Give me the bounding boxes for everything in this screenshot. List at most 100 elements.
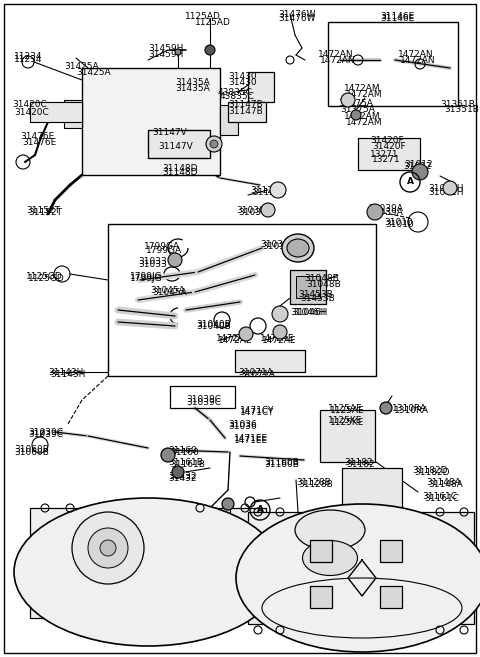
Bar xyxy=(148,130,210,158)
Text: 1125AE: 1125AE xyxy=(328,404,362,413)
Text: 1125AD: 1125AD xyxy=(185,12,221,21)
Text: 31351B: 31351B xyxy=(440,100,475,109)
Text: 31152T: 31152T xyxy=(28,208,62,217)
Text: 31143H: 31143H xyxy=(50,370,85,379)
Text: 31039C: 31039C xyxy=(186,395,221,404)
Text: 31432: 31432 xyxy=(168,472,196,481)
Text: 43835C: 43835C xyxy=(220,92,255,101)
Text: 31420C: 31420C xyxy=(12,100,47,109)
Text: 31476W: 31476W xyxy=(278,10,315,19)
Ellipse shape xyxy=(236,504,480,652)
Text: 31476E: 31476E xyxy=(20,132,54,141)
Text: 31160: 31160 xyxy=(170,448,199,457)
Text: 31182: 31182 xyxy=(344,458,372,467)
Text: 31160B: 31160B xyxy=(264,458,299,467)
Text: 31182D: 31182D xyxy=(414,468,449,477)
Text: 1125KE: 1125KE xyxy=(328,416,362,425)
Text: 31147B: 31147B xyxy=(228,100,263,109)
Text: 1472AN: 1472AN xyxy=(320,56,356,65)
Bar xyxy=(290,270,326,304)
Bar xyxy=(328,22,458,106)
Bar xyxy=(380,540,402,562)
Text: 31160B: 31160B xyxy=(264,460,299,469)
Circle shape xyxy=(206,136,222,152)
Circle shape xyxy=(341,93,355,107)
Text: 1310RA: 1310RA xyxy=(394,406,429,415)
Bar xyxy=(296,276,320,298)
Text: 31459H: 31459H xyxy=(148,50,183,59)
Text: 31040B: 31040B xyxy=(196,322,231,331)
Bar xyxy=(380,586,402,608)
Text: 1471EE: 1471EE xyxy=(234,436,268,445)
Circle shape xyxy=(88,528,128,568)
Text: 1472AM: 1472AM xyxy=(346,118,383,127)
Text: 1125KE: 1125KE xyxy=(330,418,364,427)
Text: 1125AD: 1125AD xyxy=(195,18,231,27)
Text: 31128B: 31128B xyxy=(298,480,333,489)
Text: 1471EE: 1471EE xyxy=(234,434,268,443)
Ellipse shape xyxy=(302,541,358,576)
Text: 1310RA: 1310RA xyxy=(392,404,427,413)
Circle shape xyxy=(172,466,184,478)
Text: 1471CY: 1471CY xyxy=(240,406,275,415)
Text: 1799JG: 1799JG xyxy=(130,274,163,283)
Text: 31039A: 31039A xyxy=(368,204,403,213)
Text: 31046H: 31046H xyxy=(292,308,327,317)
Text: 31182D: 31182D xyxy=(412,466,447,475)
Text: 1799GA: 1799GA xyxy=(144,242,180,251)
Circle shape xyxy=(367,204,383,220)
Text: 31126S: 31126S xyxy=(250,186,284,195)
Text: 1472AM: 1472AM xyxy=(344,84,381,93)
Bar xyxy=(358,138,420,170)
Text: 31182: 31182 xyxy=(346,460,374,469)
Circle shape xyxy=(443,181,457,195)
Text: 31030H: 31030H xyxy=(238,208,274,217)
Text: 31459H: 31459H xyxy=(148,44,183,53)
Text: 1472AN: 1472AN xyxy=(398,50,433,59)
Text: 1799JG: 1799JG xyxy=(130,272,163,281)
Text: 31435A: 31435A xyxy=(175,78,210,87)
Text: 31425A: 31425A xyxy=(76,68,110,77)
Text: 31435A: 31435A xyxy=(175,84,210,93)
Text: 1472AN: 1472AN xyxy=(400,56,436,65)
Text: 31126S: 31126S xyxy=(252,188,287,197)
Text: 1472AM: 1472AM xyxy=(346,90,383,99)
Text: 31148D: 31148D xyxy=(162,164,197,173)
Ellipse shape xyxy=(14,498,282,646)
Text: 31161C: 31161C xyxy=(422,492,457,501)
Bar xyxy=(180,508,230,546)
Circle shape xyxy=(239,327,253,341)
Text: 1125AE: 1125AE xyxy=(330,406,365,415)
Text: 1472AE: 1472AE xyxy=(260,334,295,343)
Text: 31161B: 31161B xyxy=(170,460,205,469)
Text: 31060B: 31060B xyxy=(14,448,49,457)
Text: 31476W: 31476W xyxy=(278,14,315,23)
Text: 31010: 31010 xyxy=(384,218,413,227)
Bar xyxy=(108,224,376,376)
Text: 1125GD: 1125GD xyxy=(28,274,65,283)
Ellipse shape xyxy=(282,234,314,262)
Circle shape xyxy=(222,498,234,510)
Text: 31033: 31033 xyxy=(138,260,167,269)
Text: 31148A: 31148A xyxy=(428,480,463,489)
Text: 31036: 31036 xyxy=(228,422,257,431)
Text: 31148D: 31148D xyxy=(162,168,197,177)
Circle shape xyxy=(272,306,288,322)
Bar xyxy=(170,386,235,408)
Text: 31148A: 31148A xyxy=(426,478,461,487)
Text: 31035C: 31035C xyxy=(260,240,295,249)
Circle shape xyxy=(270,182,286,198)
Text: 31143H: 31143H xyxy=(48,368,84,377)
Text: 1471CY: 1471CY xyxy=(240,408,275,417)
Text: 31039C: 31039C xyxy=(28,430,63,439)
Circle shape xyxy=(351,110,361,120)
Bar xyxy=(248,512,474,624)
Bar xyxy=(228,102,266,122)
Circle shape xyxy=(210,140,218,148)
Text: 31453B: 31453B xyxy=(300,294,335,303)
Text: 31420F: 31420F xyxy=(372,142,406,151)
Ellipse shape xyxy=(295,510,365,550)
Text: 1472AE: 1472AE xyxy=(216,334,251,343)
Text: 31045A: 31045A xyxy=(150,286,185,295)
Text: 43835C: 43835C xyxy=(218,88,253,97)
